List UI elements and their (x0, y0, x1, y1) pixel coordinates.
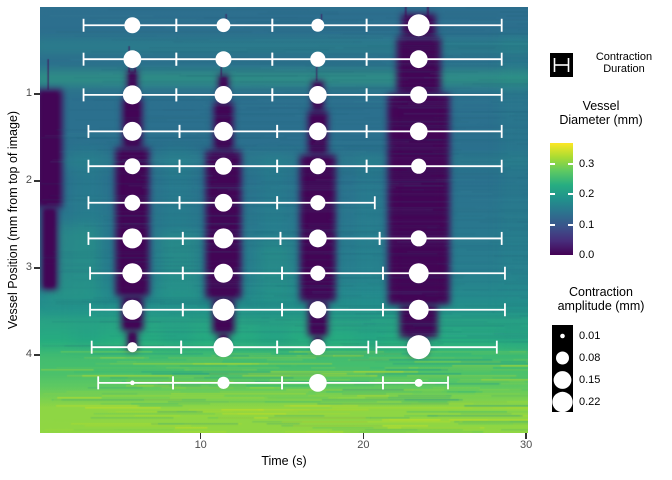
diameter-colorbar (550, 143, 573, 255)
colorbar-tick-label: 0.2 (579, 188, 595, 201)
legend-key-background (552, 325, 573, 412)
amplitude-legend-circle (553, 371, 572, 389)
colorbar-tick-mark (550, 163, 555, 166)
colorbar-tick-mark (550, 193, 555, 196)
amplitude-legend-circle (556, 351, 569, 365)
y-tick-mark (34, 93, 40, 95)
x-axis-title: Time (s) (261, 454, 307, 468)
x-tick-mark (199, 433, 202, 439)
colorbar-tick-label: 0.0 (579, 249, 595, 261)
y-tick-mark (34, 180, 40, 182)
amplitude-legend-label: 0.01 (579, 330, 601, 342)
x-tick-label: 20 (357, 439, 370, 451)
heatmap-panel (40, 7, 528, 433)
x-tick-label: 30 (519, 439, 533, 451)
amplitude-legend-label: 0.15 (579, 374, 601, 386)
y-tick-label: 4 (25, 348, 32, 360)
colorbar-tick-mark (568, 223, 573, 226)
colorbar-tick-label: 0.3 (579, 158, 595, 171)
amplitude-legend-label: 0.22 (579, 396, 601, 408)
amplitude-legend-key (552, 325, 573, 412)
amplitude-legend-title: Contraction amplitude (mm) (557, 285, 645, 313)
amplitude-legend-circle (552, 391, 573, 412)
colorbar-tick-label: 0.1 (579, 218, 595, 231)
amplitude-legend-label: 0.08 (579, 352, 601, 364)
colorbar-tick-mark (568, 193, 573, 196)
y-tick-label: 1 (25, 87, 32, 99)
x-tick-label: 10 (194, 439, 207, 451)
colorbar-tick-mark (568, 163, 573, 166)
y-tick-label: 3 (25, 261, 32, 273)
y-tick-mark (34, 354, 40, 356)
colorbar-tick-mark (550, 223, 555, 226)
y-tick-mark (34, 267, 40, 269)
contraction-duration-legend-label: Contraction Duration (595, 51, 653, 75)
amplitude-legend-circle (560, 333, 565, 339)
x-tick-mark (525, 433, 527, 439)
contraction-duration-legend-key (550, 53, 573, 77)
diameter-legend-title: Vessel Diameter (mm) (559, 99, 643, 127)
y-tick-label: 2 (25, 174, 32, 186)
y-axis-title: Vessel Position (mm from top of image) (6, 110, 20, 330)
x-tick-mark (362, 433, 365, 439)
